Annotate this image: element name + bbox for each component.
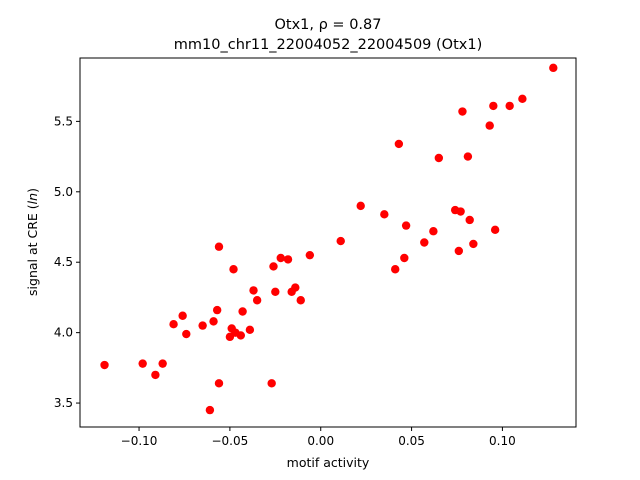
data-point — [454, 246, 464, 256]
data-point — [198, 321, 207, 330]
data-point — [305, 250, 315, 260]
chart-title-line1: Otx1, ρ = 0.87 — [275, 17, 382, 33]
y-tick-label: 5.0 — [54, 185, 73, 199]
data-point — [214, 379, 224, 388]
data-point — [456, 207, 465, 216]
data-point — [380, 210, 389, 219]
data-point — [458, 107, 467, 116]
data-point — [283, 255, 293, 264]
data-point — [178, 311, 187, 320]
data-point — [356, 201, 365, 211]
y-tick-label: 5.5 — [54, 114, 73, 128]
y-tick-label: 3.5 — [54, 396, 73, 410]
data-point — [485, 121, 494, 130]
data-point — [252, 296, 262, 305]
data-point — [245, 325, 255, 335]
data-point — [138, 359, 147, 368]
data-point — [420, 238, 429, 247]
data-point — [489, 101, 498, 111]
data-point — [518, 94, 527, 104]
data-point — [469, 239, 478, 249]
x-tick-label: 0.05 — [398, 434, 425, 448]
data-point — [429, 227, 438, 236]
data-point — [394, 139, 404, 149]
x-tick-label: 0.00 — [307, 434, 334, 448]
data-point — [205, 405, 215, 415]
data-point — [276, 253, 285, 263]
data-point — [238, 307, 247, 316]
data-point — [169, 319, 178, 329]
data-point — [400, 253, 409, 263]
data-point — [182, 329, 191, 339]
data-point — [269, 262, 278, 271]
data-point — [158, 359, 167, 368]
data-point — [434, 153, 444, 163]
data-point — [465, 215, 474, 225]
data-point — [401, 221, 411, 230]
y-tick-label: 4.5 — [54, 255, 73, 269]
data-point — [267, 379, 276, 388]
data-point — [549, 63, 558, 73]
data-point — [490, 225, 500, 235]
data-point — [212, 305, 222, 315]
data-points — [100, 63, 558, 415]
x-axis-ticks: −0.10 −0.05 0.00 0.05 0.10 — [121, 427, 516, 448]
data-point — [209, 317, 218, 326]
x-axis-label: motif activity — [287, 455, 370, 470]
data-point — [214, 242, 224, 251]
chart-title-line2: mm10_chr11_22004052_22004509 (Otx1) — [174, 37, 482, 53]
y-tick-label: 4.0 — [54, 326, 73, 340]
data-point — [391, 265, 400, 274]
data-point — [463, 152, 473, 161]
y-axis-label: signal at CRE (ln) — [25, 188, 40, 296]
data-point — [236, 331, 245, 340]
x-tick-label: −0.05 — [211, 434, 248, 448]
plot-frame — [79, 57, 577, 428]
data-point — [291, 283, 300, 292]
data-point — [151, 370, 160, 380]
data-point — [229, 265, 238, 274]
data-point — [296, 296, 305, 305]
data-point — [271, 287, 280, 296]
y-axis-ticks: 3.5 4.0 4.5 5.0 5.5 — [54, 114, 80, 410]
data-point — [100, 360, 109, 370]
x-tick-label: 0.10 — [489, 434, 516, 448]
data-point — [249, 286, 258, 295]
x-tick-label: −0.10 — [121, 434, 158, 448]
data-point — [336, 236, 345, 246]
data-point — [505, 101, 514, 111]
